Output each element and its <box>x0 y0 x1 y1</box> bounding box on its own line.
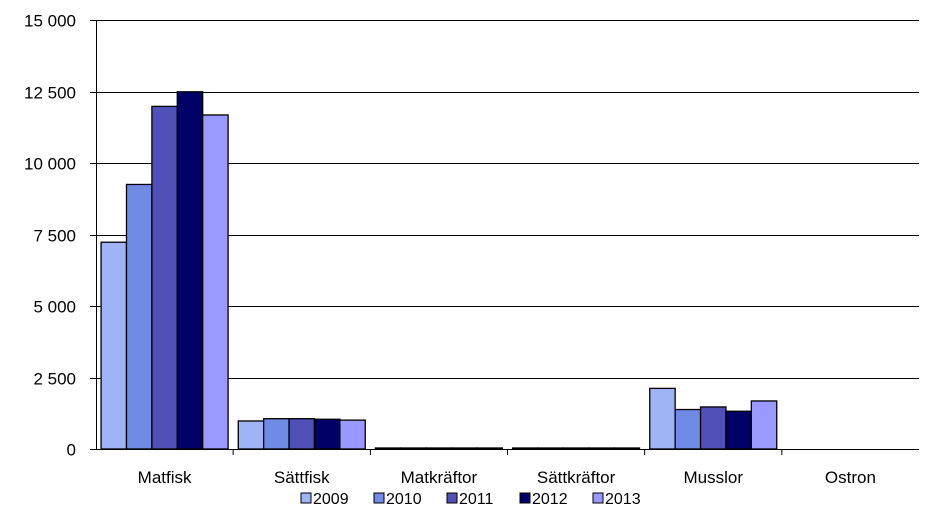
bar-2013-2 <box>476 447 504 450</box>
legend-label: 2013 <box>605 491 641 508</box>
x-category-label: Matfisk <box>138 468 192 487</box>
y-tick-label: 2 500 <box>33 370 76 389</box>
legend-swatch <box>446 492 458 504</box>
bar-2009-2 <box>374 447 402 450</box>
bar-2012-0 <box>176 91 204 450</box>
bar-2011-2 <box>425 447 453 450</box>
bars <box>100 91 778 450</box>
y-tick-label: 0 <box>67 441 76 460</box>
bar-2011-3 <box>562 447 590 450</box>
y-tick-labels: 0 2 500 5 000 7 500 10 000 12 500 15 000 <box>24 12 76 460</box>
x-category-label: Ostron <box>825 468 876 487</box>
legend-label: 2010 <box>386 491 422 508</box>
bar-2012-4 <box>725 410 753 450</box>
bar-2011-0 <box>151 105 178 450</box>
bar-2013-3 <box>613 447 641 450</box>
bar-2010-3 <box>537 447 565 450</box>
y-tick-label: 15 000 <box>24 12 76 31</box>
legend: 2009 2010 2011 2012 2013 <box>300 491 641 508</box>
bar-2010-0 <box>125 183 153 450</box>
x-category-label: Sättkräftor <box>537 468 616 487</box>
y-tick-label: 5 000 <box>33 298 76 317</box>
x-category-label: Musslor <box>683 468 743 487</box>
bar-2013-4 <box>750 400 778 450</box>
bar-2011-4 <box>699 406 727 450</box>
gridlines <box>96 20 919 379</box>
y-tick-label: 12 500 <box>24 84 76 103</box>
legend-label: 2009 <box>313 491 349 508</box>
bar-2009-4 <box>649 387 676 450</box>
legend-swatch <box>592 492 604 504</box>
legend-label: 2011 <box>459 491 494 508</box>
x-category-labels: Matfisk Sättfisk Matkräftor Sättkräftor Muss… <box>138 468 876 487</box>
bar-2009-3 <box>511 447 539 450</box>
legend-swatch <box>300 492 312 504</box>
bar-2009-1 <box>237 420 265 450</box>
bar-2012-3 <box>588 447 615 450</box>
bar-2013-0 <box>202 114 229 450</box>
bar-2009-0 <box>100 241 128 450</box>
axes <box>90 20 919 455</box>
bar-2012-2 <box>450 447 478 450</box>
legend-swatch <box>519 492 531 504</box>
x-category-label: Sättfisk <box>274 468 330 487</box>
y-tick-label: 7 500 <box>33 227 76 246</box>
x-category-label: Matkräftor <box>401 468 478 487</box>
bar-2011-1 <box>288 418 316 450</box>
bar-2012-1 <box>313 418 341 450</box>
legend-label: 2012 <box>532 491 568 508</box>
bar-2010-4 <box>674 408 702 450</box>
legend-swatch <box>373 492 385 504</box>
y-tick-label: 10 000 <box>24 155 76 174</box>
bar-2010-1 <box>262 418 290 450</box>
bar-2013-1 <box>339 419 366 450</box>
bar-2010-2 <box>400 447 427 450</box>
